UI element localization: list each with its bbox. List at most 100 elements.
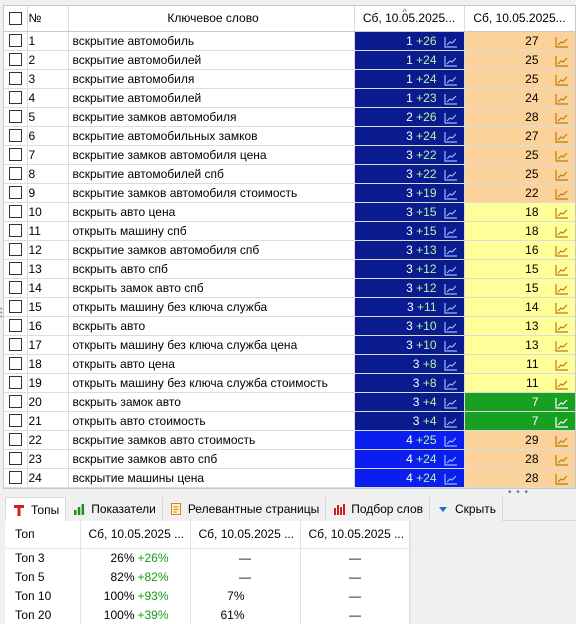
trend-chart-icon[interactable] — [443, 73, 458, 86]
trend-chart-icon[interactable] — [554, 415, 569, 428]
row-checkbox[interactable] — [4, 335, 28, 355]
table-row[interactable]: 6 вскрытие автомобильных замков 3 +24 27 — [4, 126, 575, 146]
trend-chart-icon[interactable] — [443, 35, 458, 48]
trend-chart-icon[interactable] — [443, 54, 458, 67]
trend-chart-icon[interactable] — [443, 244, 458, 257]
tops-header-date-3[interactable]: Сб, 10.05.2025 ... — [300, 521, 411, 549]
column-header-number[interactable]: № — [27, 6, 69, 32]
row-checkbox[interactable] — [4, 468, 28, 488]
trend-chart-icon[interactable] — [443, 301, 458, 314]
trend-chart-icon[interactable] — [554, 92, 569, 105]
trend-chart-icon[interactable] — [554, 225, 569, 238]
row-checkbox[interactable] — [4, 126, 28, 146]
row-checkbox[interactable] — [4, 297, 28, 317]
table-row[interactable]: 1 вскрытие автомобиль 1 +26 27 — [4, 31, 575, 51]
trend-chart-icon[interactable] — [554, 244, 569, 257]
trend-chart-icon[interactable] — [443, 396, 458, 409]
row-checkbox[interactable] — [4, 202, 28, 222]
trend-chart-icon[interactable] — [554, 282, 569, 295]
row-checkbox[interactable] — [4, 354, 28, 374]
tab-item-3[interactable]: Подбор слов — [326, 497, 430, 521]
trend-chart-icon[interactable] — [443, 415, 458, 428]
table-row[interactable]: 10 вскрыть авто цена 3 +15 18 — [4, 202, 575, 222]
table-row[interactable]: 4 вскрытие автомобилей 1 +23 24 — [4, 88, 575, 108]
row-checkbox[interactable] — [4, 259, 28, 279]
select-all-checkbox[interactable] — [4, 6, 28, 32]
table-row[interactable]: 16 вскрыть авто 3 +10 13 — [4, 316, 575, 336]
table-row[interactable]: 2 вскрытие автомобилей 1 +24 25 — [4, 50, 575, 70]
trend-chart-icon[interactable] — [443, 453, 458, 466]
tops-header-date-1[interactable]: Сб, 10.05.2025 ... — [80, 521, 191, 549]
trend-chart-icon[interactable] — [554, 54, 569, 67]
trend-chart-icon[interactable] — [554, 377, 569, 390]
trend-chart-icon[interactable] — [554, 263, 569, 276]
table-row[interactable]: 24 вскрытие машины цена 4 +24 28 — [4, 468, 575, 488]
trend-chart-icon[interactable] — [443, 225, 458, 238]
trend-chart-icon[interactable] — [443, 92, 458, 105]
trend-chart-icon[interactable] — [443, 434, 458, 447]
table-row[interactable]: 19 открыть машину без ключа служба стоимо… — [4, 373, 575, 393]
table-row[interactable]: 12 вскрытие замков автомобиля спб 3 +13 16 — [4, 240, 575, 260]
row-checkbox[interactable] — [4, 221, 28, 241]
trend-chart-icon[interactable] — [443, 149, 458, 162]
table-row[interactable]: 23 вскрытие замков авто спб 4 +24 28 — [4, 449, 575, 469]
row-checkbox[interactable] — [4, 240, 28, 260]
horizontal-splitter[interactable]: • • • — [508, 487, 530, 498]
column-header-keyword[interactable]: Ключевое слово — [68, 6, 355, 32]
trend-chart-icon[interactable] — [443, 377, 458, 390]
trend-chart-icon[interactable] — [554, 73, 569, 86]
trend-chart-icon[interactable] — [554, 111, 569, 124]
trend-chart-icon[interactable] — [443, 111, 458, 124]
table-row[interactable]: 22 вскрытие замков авто стоимость 4 +25 29 — [4, 430, 575, 450]
row-checkbox[interactable] — [4, 392, 28, 412]
row-checkbox[interactable] — [4, 316, 28, 336]
table-row[interactable]: 8 вскрытие автомобилей спб 3 +22 25 — [4, 164, 575, 184]
table-row[interactable]: 11 открыть машину спб 3 +15 18 — [4, 221, 575, 241]
row-checkbox[interactable] — [4, 373, 28, 393]
table-row[interactable]: 17 открыть машину без ключа служба цена 3 … — [4, 335, 575, 355]
column-header-date-1[interactable]: ^ Сб, 10.05.2025... — [354, 6, 465, 32]
trend-chart-icon[interactable] — [554, 206, 569, 219]
row-checkbox[interactable] — [4, 107, 28, 127]
trend-chart-icon[interactable] — [554, 339, 569, 352]
trend-chart-icon[interactable] — [554, 453, 569, 466]
table-row[interactable]: 5 вскрытие замков автомобиля 2 +26 28 — [4, 107, 575, 127]
trend-chart-icon[interactable] — [443, 206, 458, 219]
row-checkbox[interactable] — [4, 31, 28, 51]
trend-chart-icon[interactable] — [443, 187, 458, 200]
trend-chart-icon[interactable] — [554, 320, 569, 333]
row-checkbox[interactable] — [4, 183, 28, 203]
tab-item-0[interactable]: Топы — [5, 497, 67, 522]
trend-chart-icon[interactable] — [554, 168, 569, 181]
tab-hide[interactable]: Скрыть — [430, 497, 503, 521]
panel-resize-grip[interactable]: • • • — [0, 306, 3, 321]
trend-chart-icon[interactable] — [443, 358, 458, 371]
trend-chart-icon[interactable] — [554, 301, 569, 314]
tab-item-1[interactable]: Показатели — [66, 497, 163, 521]
table-row[interactable]: 15 открыть машину без ключа служба 3 +11 14 — [4, 297, 575, 317]
table-row[interactable]: 14 вскрыть замок авто спб 3 +12 15 — [4, 278, 575, 298]
trend-chart-icon[interactable] — [554, 187, 569, 200]
row-checkbox[interactable] — [4, 449, 28, 469]
row-checkbox[interactable] — [4, 430, 28, 450]
trend-chart-icon[interactable] — [554, 35, 569, 48]
tops-header-date-2[interactable]: Сб, 10.05.2025 ... — [190, 521, 301, 549]
row-checkbox[interactable] — [4, 411, 28, 431]
row-checkbox[interactable] — [4, 88, 28, 108]
trend-chart-icon[interactable] — [443, 472, 458, 485]
table-row[interactable]: 18 открыть авто цена 3 +8 11 — [4, 354, 575, 374]
row-checkbox[interactable] — [4, 50, 28, 70]
trend-chart-icon[interactable] — [443, 263, 458, 276]
table-row[interactable]: 13 вскрыть авто спб 3 +12 15 — [4, 259, 575, 279]
table-row[interactable]: 9 вскрытие замков автомобиля стоимость 3 +… — [4, 183, 575, 203]
table-row[interactable]: 20 вскрыть замок авто 3 +4 7 — [4, 392, 575, 412]
trend-chart-icon[interactable] — [554, 130, 569, 143]
tops-header-label[interactable]: Топ — [5, 521, 81, 549]
trend-chart-icon[interactable] — [443, 339, 458, 352]
table-row[interactable]: 7 вскрытие замков автомобиля цена 3 +22 25 — [4, 145, 575, 165]
table-row[interactable]: 3 вскрытие автомобиля 1 +24 25 — [4, 69, 575, 89]
table-row[interactable]: 21 открыть авто стоимость 3 +4 7 — [4, 411, 575, 431]
row-checkbox[interactable] — [4, 69, 28, 89]
column-header-date-2[interactable]: Сб, 10.05.2025... — [464, 6, 575, 32]
tab-item-2[interactable]: Релевантные страницы — [162, 497, 327, 521]
